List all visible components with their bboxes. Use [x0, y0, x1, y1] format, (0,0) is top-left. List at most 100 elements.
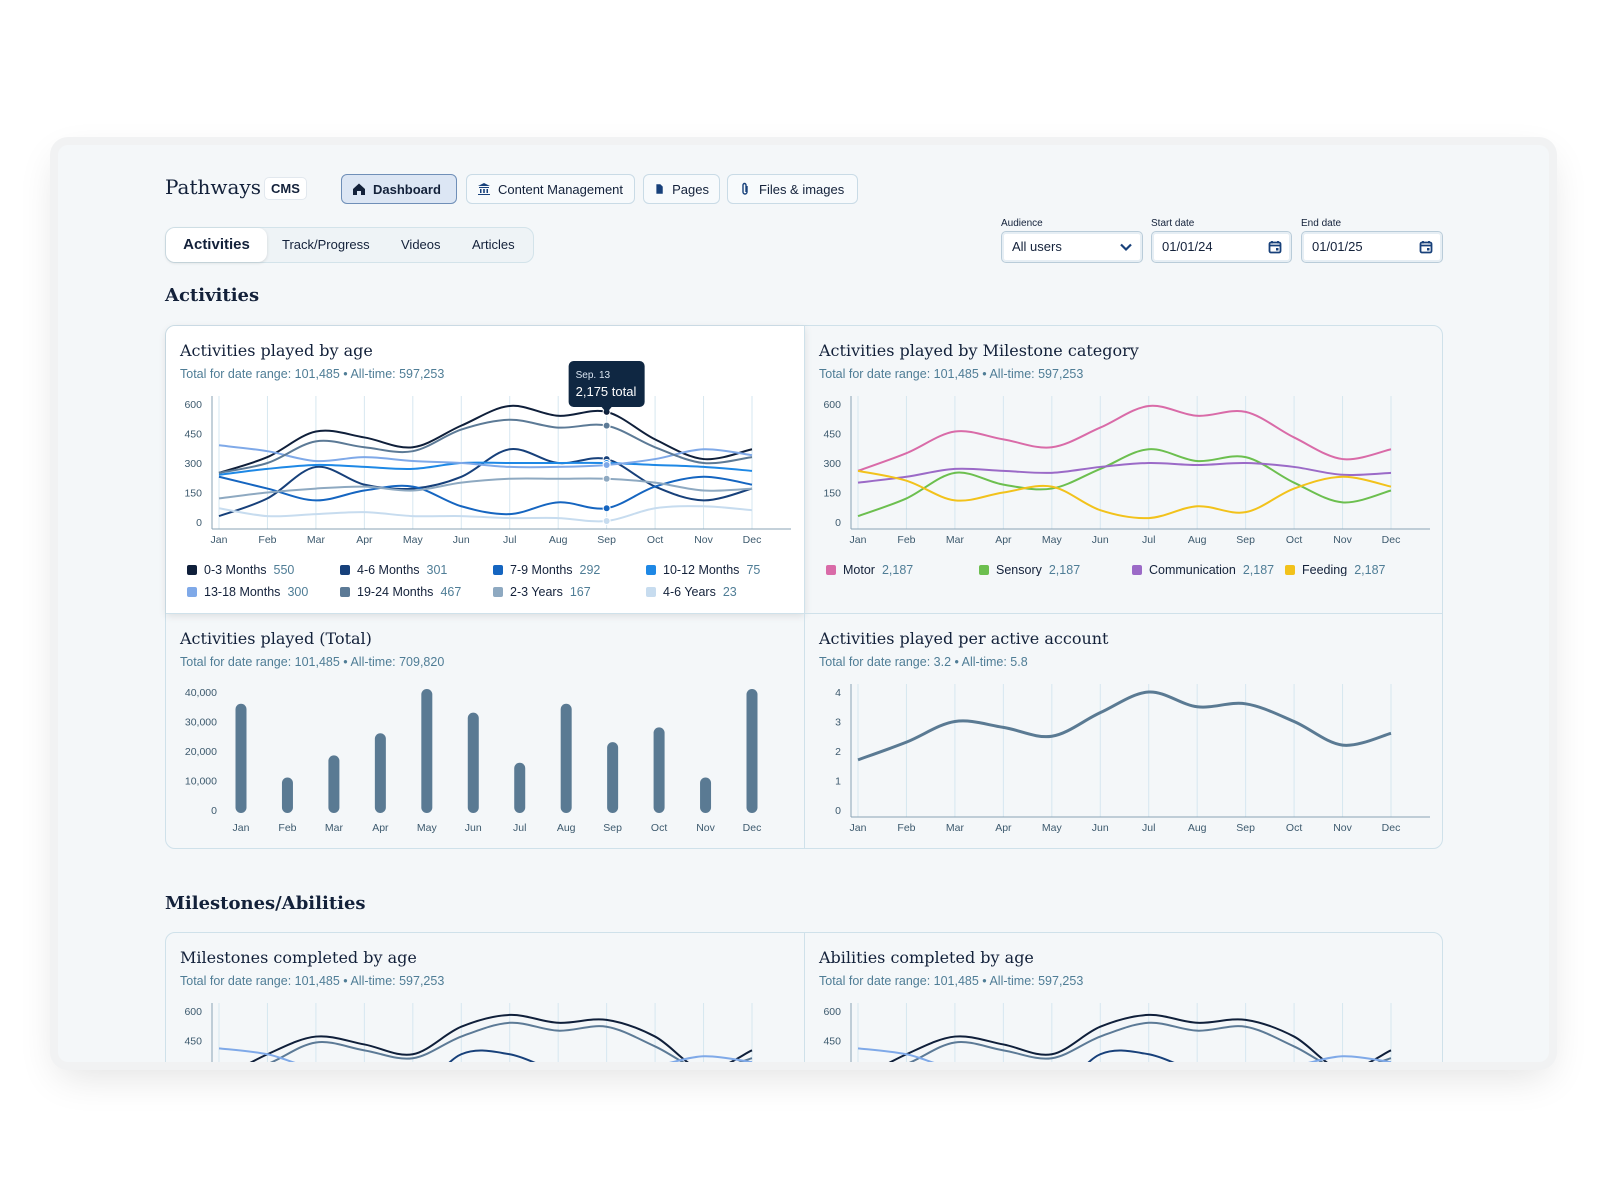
tooltip-title: Sep. 13	[576, 370, 611, 381]
section-title: Activities	[165, 285, 260, 306]
x-tick-label: Dec	[743, 534, 762, 546]
tab[interactable]: Activities	[166, 228, 267, 262]
legend-item: Motor 2,187	[826, 563, 913, 577]
x-tick-label: Jan	[850, 534, 867, 546]
tooltip	[568, 361, 645, 407]
legend-value: 2,187	[1049, 563, 1080, 577]
x-tick-label: Jun	[1092, 822, 1109, 834]
icon	[742, 182, 748, 195]
y-tick-label: 0	[211, 805, 217, 817]
icon	[1419, 241, 1433, 254]
legend-label: 2-3 Years	[510, 585, 563, 599]
legend-value: 167	[570, 585, 591, 599]
x-tick-label: May	[403, 534, 424, 546]
legend-item: 7-9 Months 292	[493, 563, 600, 577]
chart-title: Abilities completed by age	[818, 948, 1034, 967]
bar	[421, 689, 433, 813]
nav-button[interactable]: Dashboard	[341, 174, 457, 204]
date-input[interactable]: 01/01/25	[1301, 231, 1443, 263]
chart-subtitle: Total for date range: 3.2 • All-time: 5.…	[819, 655, 1028, 669]
hover-dot	[602, 517, 611, 526]
legend-item: 19-24 Months 467	[340, 585, 461, 598]
badge: CMS	[264, 177, 307, 200]
legend-swatch	[646, 565, 656, 575]
hover-dot	[602, 460, 611, 469]
x-tick-label: Mar	[325, 822, 344, 834]
x-tick-label: Feb	[258, 534, 276, 546]
line	[218, 477, 753, 500]
legend-value: 2,187	[1354, 563, 1385, 577]
line	[888, 1013, 1392, 1062]
x-tick-label: May	[1042, 822, 1063, 834]
legend-swatch	[1132, 565, 1142, 575]
legend-value: 23	[723, 585, 737, 599]
x-tick-label: Aug	[1188, 822, 1207, 834]
dropdown[interactable]: All users	[1001, 231, 1143, 263]
y-tick-label: 150	[823, 488, 841, 500]
y-tick-label: 600	[823, 399, 841, 411]
legend-text: Communication 2,187	[1149, 563, 1274, 577]
x-tick-label: Mar	[946, 822, 965, 834]
x-tick-label: Feb	[897, 822, 915, 834]
filter-label: End date	[1301, 218, 1342, 229]
tooltip-pointer	[601, 407, 612, 413]
y-tick-label: 20,000	[185, 746, 217, 758]
y-tick-label: 600	[184, 399, 202, 411]
icon	[353, 183, 365, 195]
legend-text: 0-3 Months 550	[204, 563, 294, 577]
y-tick-label: 450	[823, 429, 841, 441]
legend-swatch	[187, 587, 197, 597]
line	[1087, 1049, 1175, 1062]
legend-text: 2-3 Years 167	[510, 585, 591, 599]
y-tick-label: 150	[184, 488, 202, 500]
legend-item: 2-3 Years 167	[493, 585, 591, 599]
brand: Pathways	[165, 175, 262, 199]
x-tick-label: Aug	[1188, 534, 1207, 546]
legend-label: 0-3 Months	[204, 563, 267, 577]
legend-swatch	[493, 565, 503, 575]
section-title: Milestones/Abilities	[165, 893, 366, 914]
nav-label: Files & images	[759, 181, 845, 197]
icon	[1268, 241, 1282, 254]
legend-item: 4-6 Years 23	[646, 585, 737, 599]
divider	[804, 326, 805, 848]
tab[interactable]: Videos	[401, 237, 441, 252]
legend-label: Communication	[1149, 563, 1236, 577]
date-input[interactable]: 01/01/24	[1151, 231, 1292, 263]
legend-value: 2,187	[882, 563, 913, 577]
nav-button[interactable]: Pages	[643, 174, 720, 204]
bar	[653, 727, 665, 813]
x-tick-label: Apr	[995, 822, 1012, 834]
bar	[560, 703, 572, 813]
chart: Activities played by age Total for date r…	[179, 341, 791, 599]
legend-label: 7-9 Months	[510, 563, 573, 577]
nav-label: Pages	[672, 181, 709, 197]
divider	[804, 933, 805, 1062]
legend-swatch	[340, 565, 350, 575]
tooltip-text: 2,175 total	[576, 384, 637, 399]
nav-button[interactable]: Files & images	[727, 174, 858, 204]
tab[interactable]: Track/Progress	[282, 237, 370, 252]
bar	[328, 755, 340, 813]
x-tick-label: Sep	[1236, 534, 1255, 546]
chart-grid: Activities played by age Total for date r…	[165, 325, 1443, 849]
filter-label: Start date	[1151, 218, 1195, 229]
divider	[166, 613, 1442, 614]
nav-button[interactable]: Content Management	[466, 174, 635, 204]
line	[857, 448, 1392, 518]
legend-text: 13-18 Months 300	[204, 585, 308, 599]
x-tick-label: Nov	[1333, 534, 1352, 546]
line	[857, 469, 1392, 520]
y-tick-label: 1	[835, 776, 841, 788]
line	[218, 444, 753, 469]
y-tick-label: 2	[835, 746, 841, 758]
x-tick-label: Jul	[1142, 822, 1155, 834]
x-tick-label: Oct	[1286, 534, 1302, 546]
legend-swatch	[1285, 565, 1295, 575]
x-tick-label: Aug	[549, 534, 568, 546]
tab[interactable]: Articles	[472, 237, 515, 252]
nav-label: Dashboard	[373, 181, 441, 197]
bar	[514, 762, 526, 813]
legend-value: 300	[287, 585, 308, 599]
